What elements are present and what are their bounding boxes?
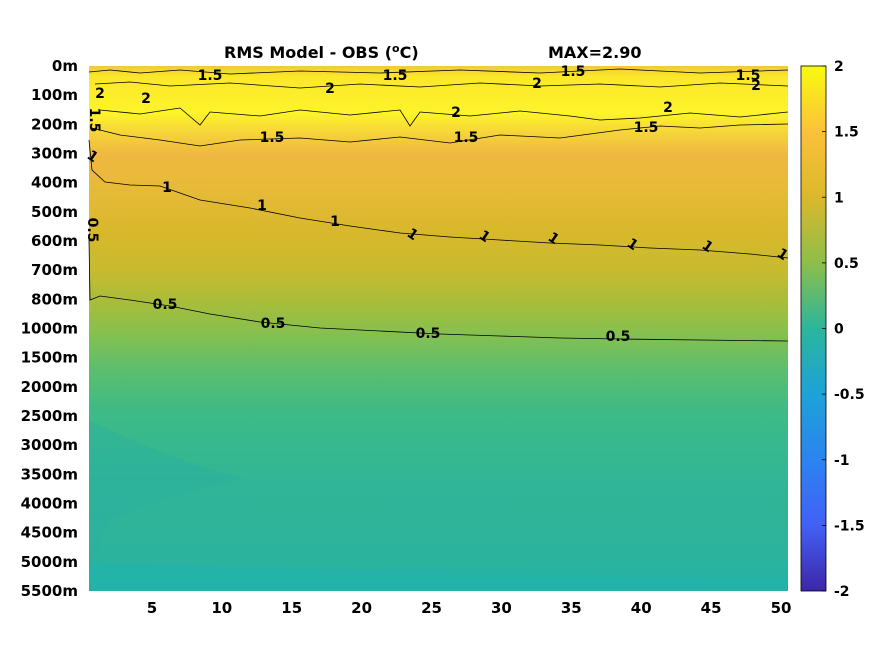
colorbar: 2 1.5 1 0.5 0 -0.5 -1 -1.5 -2 (800, 59, 865, 600)
y-tick-label: 4500m (21, 524, 78, 542)
contour-label: 1.5 (561, 64, 586, 80)
x-axis-tick-labels: 5 10 15 20 25 30 35 40 45 50 (147, 599, 792, 617)
x-tick-label: 40 (631, 599, 652, 617)
contour-label: 0.5 (416, 326, 441, 342)
y-tick-label: 500m (31, 203, 78, 221)
contour-label: 1.5 (198, 68, 223, 84)
y-axis-tick-labels: 0m 100m 200m 300m 400m 500m 600m 700m 800m 1000m 1… (21, 57, 78, 600)
contour-label: 1.5 (86, 108, 102, 133)
contour-label: 1.5 (454, 130, 479, 146)
x-tick-label: 35 (561, 599, 582, 617)
contour-label: 0.5 (153, 297, 178, 313)
x-tick-label: 20 (351, 599, 372, 617)
contour-label: 1 (162, 180, 172, 196)
bottom-band (89, 562, 788, 591)
contour-line-2-top (94, 81, 789, 89)
contour-label: 2 (141, 91, 151, 107)
contour-label: 0.5 (261, 316, 286, 332)
y-tick-label: 2000m (21, 378, 78, 396)
contour-line-2-lower (99, 107, 789, 127)
contour-label: 1.5 (736, 68, 761, 84)
contour-label: 2 (663, 100, 673, 116)
y-tick-label: 5000m (21, 553, 78, 571)
colorbar-tick-label: 1 (834, 190, 844, 206)
max-label: MAX=2.90 (548, 43, 642, 62)
y-tick-label: 700m (31, 261, 78, 279)
x-tick-label: 50 (771, 599, 792, 617)
colorbar-tick-label: 0.5 (834, 256, 859, 272)
x-tick-label: 15 (281, 599, 302, 617)
colorbar-scale (800, 65, 827, 592)
y-tick-label: 3500m (21, 465, 78, 483)
colorbar-tick-labels: 2 1.5 1 0.5 0 -0.5 -1 -1.5 -2 (822, 59, 865, 600)
heatmap-field (89, 66, 788, 591)
chart-title: RMS Model - OBS (oC) (224, 42, 419, 62)
x-tick-label: 10 (211, 599, 232, 617)
y-tick-label: 1500m (21, 349, 78, 367)
contour-label: 1 (257, 198, 267, 214)
contour-line-1p5-top (88, 68, 789, 75)
y-tick-label: 2500m (21, 407, 78, 425)
y-tick-label: 5500m (21, 582, 78, 600)
y-tick-label: 600m (31, 232, 78, 250)
colorbar-tick-label: 0 (834, 322, 844, 338)
y-tick-label: 300m (31, 145, 78, 163)
colorbar-tick-label: 2 (834, 59, 844, 75)
x-tick-label: 25 (421, 599, 442, 617)
x-tick-label: 5 (147, 599, 157, 617)
contour-label: 1.5 (634, 120, 659, 136)
y-tick-label: 1000m (21, 320, 78, 338)
svg-text:RMS Model - OBS (oC): RMS Model - OBS (oC) (224, 42, 419, 62)
y-tick-label: 100m (31, 86, 78, 104)
y-tick-label: 200m (31, 115, 78, 133)
contour-label: 2 (451, 105, 461, 121)
colorbar-tick-label: -1 (834, 453, 850, 469)
contour-label: 1.5 (260, 130, 285, 146)
contour-line-0p5 (88, 239, 789, 342)
y-tick-label: 0m (52, 57, 78, 75)
colorbar-tick-label: -2 (834, 584, 850, 600)
contour-label: 0.5 (84, 218, 100, 243)
y-tick-label: 3000m (21, 436, 78, 454)
contour-label: 1 (330, 214, 340, 230)
deep-cool-region (89, 420, 245, 570)
contour-label: 2 (751, 78, 761, 94)
contour-label: 2 (325, 81, 335, 97)
colorbar-tick-label: -0.5 (834, 387, 865, 403)
contour-label: 2 (95, 86, 105, 102)
contour-label: 1.5 (383, 68, 408, 84)
y-tick-label: 4000m (21, 495, 78, 513)
x-tick-label: 45 (701, 599, 722, 617)
x-tick-label: 30 (491, 599, 512, 617)
contour-label: 0.5 (606, 329, 631, 345)
contour-line-1p5-lower (91, 123, 789, 147)
contour-lines (88, 68, 789, 342)
colorbar-tick-label: -1.5 (834, 518, 865, 534)
contour-line-1 (88, 139, 789, 259)
colorbar-tick-label: 1.5 (834, 125, 859, 141)
contour-label: 2 (532, 76, 542, 92)
y-tick-label: 800m (31, 290, 78, 308)
y-tick-label: 400m (31, 174, 78, 192)
